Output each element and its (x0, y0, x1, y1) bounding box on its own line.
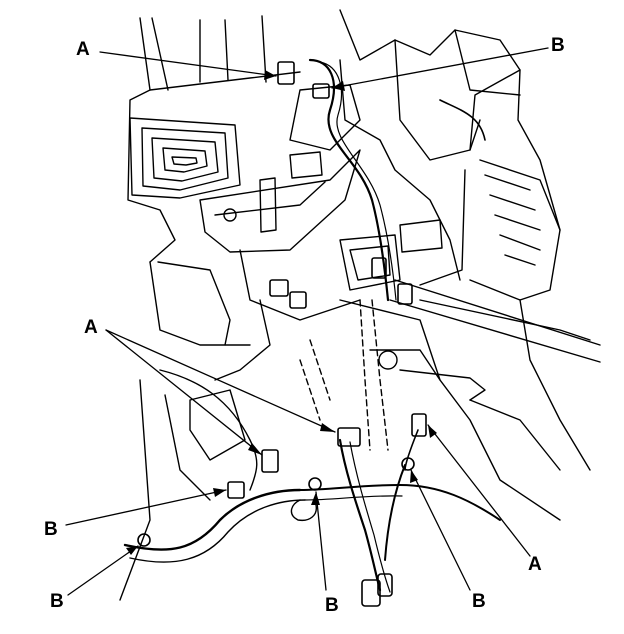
steering-support-bracket (149, 149, 361, 381)
callout-leaders (65, 47, 549, 596)
callout-arrowheads (126, 70, 437, 555)
callout-b-bottom-right: B (472, 591, 486, 612)
vent-register (129, 117, 241, 199)
dashboard-frame (127, 9, 561, 301)
dashed-routes (299, 299, 389, 451)
callout-a-top-left: A (76, 39, 90, 60)
cross-car-beam (339, 219, 601, 363)
callout-a-mid-left: A (84, 317, 98, 338)
callout-b-top-right: B (551, 35, 565, 56)
callout-b-bottom-left: B (50, 591, 64, 612)
connectors (137, 61, 427, 607)
lower-panel (119, 299, 591, 601)
callout-b-bottom-center: B (325, 595, 339, 616)
callout-a-bottom-right: A (528, 554, 542, 575)
callout-b-mid-left: B (44, 519, 58, 540)
